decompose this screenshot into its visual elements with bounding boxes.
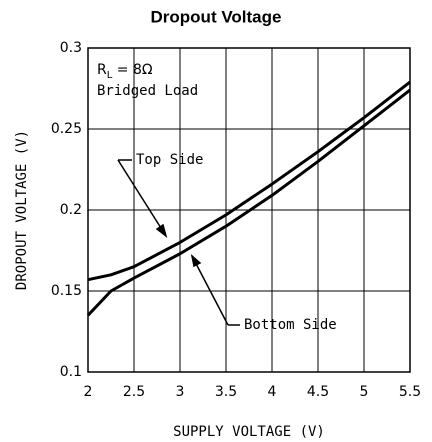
annotation: RL = 8Ω xyxy=(97,62,153,81)
x-axis-label: SUPPLY VOLTAGE (V) xyxy=(173,424,325,440)
y-tick-label: 0.1 xyxy=(60,364,82,380)
data-line xyxy=(87,80,411,282)
x-tick-label: 3.5 xyxy=(215,384,237,400)
arrow-head xyxy=(155,223,168,238)
x-tick-label: 4 xyxy=(268,384,277,400)
x-tick-label: 2 xyxy=(84,384,93,400)
arrow-head xyxy=(190,253,202,268)
chart-title: Dropout Voltage xyxy=(151,7,282,26)
data-line xyxy=(86,88,411,317)
x-tick-label: 5.5 xyxy=(399,384,421,400)
y-tick-label: 0.2 xyxy=(60,202,82,218)
x-tick-label: 3 xyxy=(176,384,185,400)
x-tick-label: 2.5 xyxy=(123,384,145,400)
y-axis-label: DROPOUT VOLTAGE (V) xyxy=(14,130,30,290)
plot-frame xyxy=(87,47,411,373)
x-tick-label: 5 xyxy=(360,384,369,400)
series-label: Top Side xyxy=(136,152,203,168)
annotation: L xyxy=(107,70,113,81)
y-tick-label: 0.3 xyxy=(60,40,82,56)
y-tick-label: 0.25 xyxy=(51,121,82,137)
y-tick-label: 0.15 xyxy=(51,283,82,299)
x-tick-label: 4.5 xyxy=(307,384,329,400)
series-label: Bottom Side xyxy=(244,317,337,333)
annotation: R xyxy=(97,62,107,78)
annotation: Bridged Load xyxy=(97,83,198,99)
annotation: = 8Ω xyxy=(112,62,153,78)
leader-line xyxy=(117,159,167,237)
